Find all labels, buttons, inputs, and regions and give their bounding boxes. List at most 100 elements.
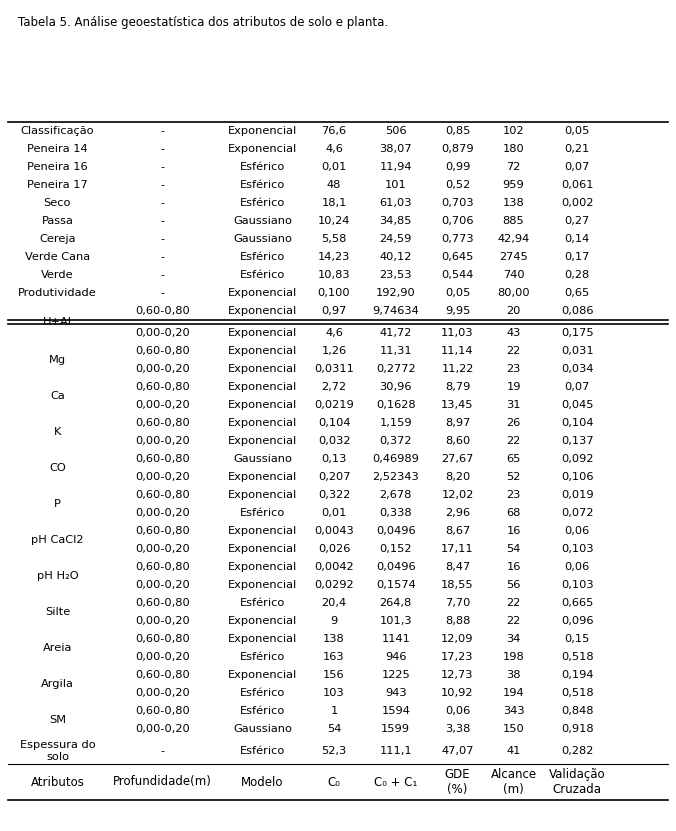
Text: 0,544: 0,544	[441, 270, 474, 280]
Text: 38: 38	[506, 670, 521, 680]
Text: Esférico: Esférico	[240, 508, 285, 518]
Text: 8,97: 8,97	[445, 418, 470, 428]
Text: -: -	[160, 198, 164, 208]
Text: Esférico: Esférico	[240, 652, 285, 662]
Text: Exponencial: Exponencial	[228, 126, 297, 136]
Text: 0,703: 0,703	[441, 198, 474, 208]
Text: 0,00-0,20: 0,00-0,20	[135, 436, 190, 446]
Text: 0,14: 0,14	[564, 234, 590, 244]
Text: 0,092: 0,092	[561, 454, 594, 464]
Text: 0,1574: 0,1574	[376, 580, 416, 590]
Text: 22: 22	[506, 436, 521, 446]
Text: 0,60-0,80: 0,60-0,80	[135, 526, 190, 536]
Text: Verde Cana: Verde Cana	[25, 252, 90, 262]
Text: 0,848: 0,848	[561, 706, 594, 716]
Text: 41: 41	[506, 746, 521, 756]
Text: 0,65: 0,65	[564, 288, 590, 298]
Text: 0,60-0,80: 0,60-0,80	[135, 490, 190, 500]
Text: 0,52: 0,52	[445, 180, 470, 190]
Text: 17,11: 17,11	[441, 544, 474, 554]
Text: 0,46989: 0,46989	[372, 454, 419, 464]
Text: Exponencial: Exponencial	[228, 400, 297, 410]
Text: 192,90: 192,90	[376, 288, 416, 298]
Text: Exponencial: Exponencial	[228, 526, 297, 536]
Text: Exponencial: Exponencial	[228, 144, 297, 154]
Text: 0,99: 0,99	[445, 162, 470, 172]
Text: K: K	[54, 427, 62, 437]
Text: 0,665: 0,665	[561, 598, 594, 608]
Text: pH H₂O: pH H₂O	[37, 571, 78, 581]
Text: 56: 56	[506, 580, 521, 590]
Text: Atributos: Atributos	[30, 775, 84, 789]
Text: Tabela 5. Análise geoestatística dos atributos de solo e planta.: Tabela 5. Análise geoestatística dos atr…	[18, 16, 388, 29]
Text: -: -	[160, 216, 164, 226]
Text: Exponencial: Exponencial	[228, 418, 297, 428]
Text: 42,94: 42,94	[498, 234, 530, 244]
Text: 23: 23	[506, 490, 521, 500]
Text: 198: 198	[503, 652, 525, 662]
Text: 0,0043: 0,0043	[314, 526, 354, 536]
Text: 2,72: 2,72	[322, 382, 347, 392]
Text: Exponencial: Exponencial	[228, 562, 297, 572]
Text: Esférico: Esférico	[240, 706, 285, 716]
Text: 65: 65	[506, 454, 521, 464]
Text: SM: SM	[49, 715, 66, 725]
Text: 163: 163	[323, 652, 345, 662]
Text: Silte: Silte	[45, 607, 70, 617]
Text: P: P	[54, 499, 61, 509]
Text: 0,103: 0,103	[561, 580, 594, 590]
Text: -: -	[160, 252, 164, 262]
Text: 1: 1	[331, 706, 338, 716]
Text: Argila: Argila	[41, 679, 74, 689]
Text: Peneira 16: Peneira 16	[27, 162, 88, 172]
Text: 52: 52	[506, 472, 521, 482]
Text: 11,94: 11,94	[379, 162, 412, 172]
Text: Esférico: Esférico	[240, 162, 285, 172]
Text: Esférico: Esférico	[240, 180, 285, 190]
Text: 0,06: 0,06	[445, 706, 470, 716]
Text: Cereja: Cereja	[39, 234, 76, 244]
Text: 0,282: 0,282	[561, 746, 594, 756]
Text: pH CaCl2: pH CaCl2	[31, 535, 84, 545]
Text: 41,72: 41,72	[379, 328, 412, 338]
Text: 0,086: 0,086	[561, 306, 594, 316]
Text: 0,518: 0,518	[561, 688, 594, 698]
Text: 18,1: 18,1	[321, 198, 347, 208]
Text: -: -	[160, 288, 164, 298]
Text: Peneira 17: Peneira 17	[27, 180, 88, 190]
Text: 0,045: 0,045	[561, 400, 594, 410]
Text: 0,137: 0,137	[561, 436, 594, 446]
Text: 0,032: 0,032	[318, 436, 350, 446]
Text: 0,322: 0,322	[318, 490, 350, 500]
Text: 0,00-0,20: 0,00-0,20	[135, 472, 190, 482]
Text: -: -	[160, 746, 164, 756]
Text: Gaussiano: Gaussiano	[233, 234, 292, 244]
Text: 61,03: 61,03	[379, 198, 412, 208]
Text: 0,01: 0,01	[321, 162, 347, 172]
Text: Exponencial: Exponencial	[228, 490, 297, 500]
Text: 138: 138	[503, 198, 525, 208]
Text: Gaussiano: Gaussiano	[233, 454, 292, 464]
Text: 101: 101	[385, 180, 407, 190]
Text: 3,38: 3,38	[445, 724, 470, 734]
Text: -: -	[160, 270, 164, 280]
Text: 0,85: 0,85	[445, 126, 470, 136]
Text: 76,6: 76,6	[322, 126, 347, 136]
Text: 16: 16	[506, 562, 521, 572]
Text: Passa: Passa	[41, 216, 74, 226]
Text: 0,60-0,80: 0,60-0,80	[135, 418, 190, 428]
Text: Gaussiano: Gaussiano	[233, 724, 292, 734]
Text: 0,338: 0,338	[379, 508, 412, 518]
Text: 5,58: 5,58	[321, 234, 347, 244]
Text: 0,072: 0,072	[561, 508, 594, 518]
Text: 8,20: 8,20	[445, 472, 470, 482]
Text: Areia: Areia	[43, 643, 72, 653]
Text: Alcance
(m): Alcance (m)	[491, 768, 537, 796]
Text: 102: 102	[503, 126, 525, 136]
Text: Exponencial: Exponencial	[228, 580, 297, 590]
Text: 22: 22	[506, 598, 521, 608]
Text: 0,103: 0,103	[561, 544, 594, 554]
Text: 4,6: 4,6	[325, 144, 343, 154]
Text: 0,106: 0,106	[561, 472, 594, 482]
Text: 0,0042: 0,0042	[314, 562, 354, 572]
